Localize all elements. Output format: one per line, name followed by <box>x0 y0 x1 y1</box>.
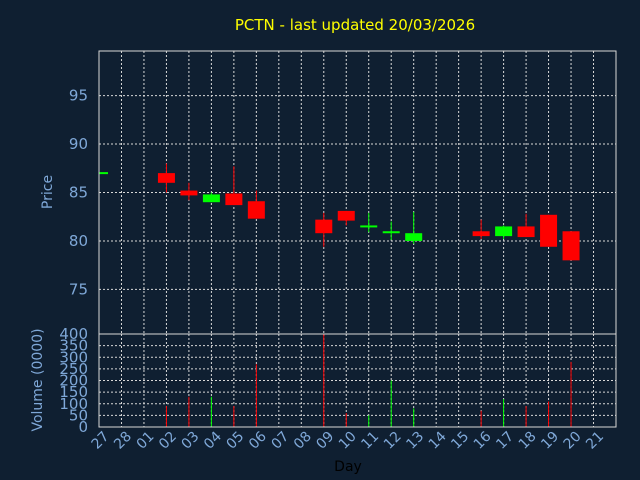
x-tick-label: 21 <box>583 429 607 453</box>
candle-body <box>157 173 175 183</box>
x-tick-label: 04 <box>201 429 225 453</box>
volume-grid <box>99 334 616 427</box>
volume-y-tick-label: 50 <box>69 406 88 424</box>
volume-y-tick-label: 400 <box>59 325 88 343</box>
x-tick-label: 02 <box>156 429 180 453</box>
volume-y-tick-label: 250 <box>59 360 88 378</box>
x-tick-label: 12 <box>381 429 405 453</box>
candle-body <box>360 225 378 228</box>
candle-body <box>202 194 220 203</box>
candle-body <box>315 219 333 234</box>
candle-body <box>225 193 243 206</box>
candle-body <box>180 190 198 196</box>
price-y-tick-label: 80 <box>69 232 88 250</box>
candle-body <box>337 210 355 221</box>
x-tick-label: 28 <box>111 429 135 453</box>
candle-body <box>382 231 400 234</box>
x-tick-label: 09 <box>313 429 337 453</box>
chart-title: PCTN - last updated 20/03/2026 <box>235 16 475 34</box>
volume-y-tick-label: 200 <box>59 372 88 390</box>
x-tick-label: 03 <box>179 429 203 453</box>
x-tick-label: 18 <box>516 429 540 453</box>
x-tick-label: 10 <box>336 429 360 453</box>
price-grid <box>99 51 616 334</box>
x-tick-label: 19 <box>538 429 562 453</box>
x-tick-label: 11 <box>358 429 382 453</box>
volume-y-tick-label: 0 <box>78 418 88 436</box>
x-tick-label: 20 <box>561 429 585 453</box>
x-axis-label: Day <box>334 459 362 475</box>
x-tick-label: 05 <box>224 429 248 453</box>
price-axis-label: Price <box>40 175 56 209</box>
candle-body <box>472 231 490 237</box>
x-tick-label: 16 <box>471 429 495 453</box>
price-y-tick-label: 90 <box>69 135 88 153</box>
price-candles <box>99 163 580 261</box>
x-tick-label: 08 <box>291 429 315 453</box>
candle-body <box>562 231 580 261</box>
x-tick-label: 17 <box>493 429 517 453</box>
price-y-tick-label: 85 <box>69 184 88 202</box>
volume-y-tick-label: 300 <box>59 348 88 366</box>
volume-y-tick-label: 100 <box>59 395 88 413</box>
x-tick-label: 01 <box>134 429 158 453</box>
volume-plot-frame <box>98 333 617 428</box>
candle-body <box>540 214 558 247</box>
volume-y-tick-label: 150 <box>59 383 88 401</box>
price-y-tick-label: 95 <box>69 87 88 105</box>
candle-body <box>99 172 108 175</box>
candle-body <box>495 226 513 237</box>
volume-axis-label: Volume (0000) <box>30 328 46 431</box>
candle-body <box>247 201 265 219</box>
volume-bars <box>165 334 572 427</box>
x-tick-label: 27 <box>89 429 113 453</box>
x-tick-label: 07 <box>268 429 292 453</box>
price-y-ticks: 75 80 85 90 95 <box>69 87 88 299</box>
candle-body <box>405 233 423 241</box>
x-tick-label: 06 <box>246 429 270 453</box>
volume-y-tick-label: 350 <box>59 337 88 355</box>
x-axis-ticks: 2728010203040506070809101112131415161718… <box>89 429 607 453</box>
x-tick-label: 14 <box>426 429 450 453</box>
x-tick-label: 15 <box>448 429 472 453</box>
x-tick-label: 13 <box>403 429 427 453</box>
price-y-tick-label: 75 <box>69 280 88 298</box>
candle-body <box>517 226 535 238</box>
